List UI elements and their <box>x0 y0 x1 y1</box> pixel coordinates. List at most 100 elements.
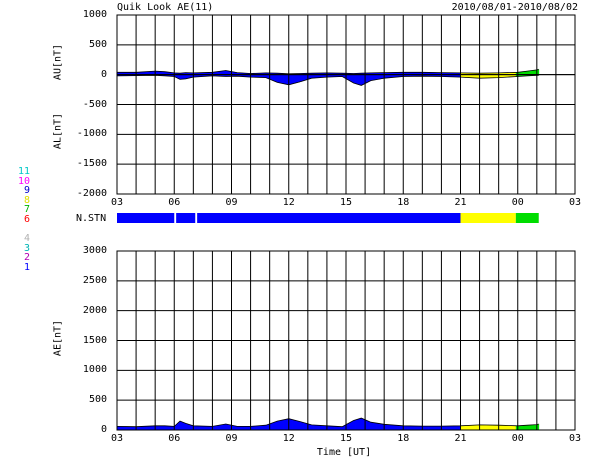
au-area <box>389 72 392 75</box>
al-area <box>293 74 295 84</box>
ae-area <box>470 425 472 430</box>
ae-area <box>357 419 359 430</box>
au-area <box>521 71 523 75</box>
al-area <box>315 74 317 78</box>
ae-area <box>400 425 402 430</box>
ae-area <box>464 425 466 430</box>
ae-area <box>265 425 268 430</box>
ae-area <box>142 426 145 430</box>
au-area <box>361 73 363 75</box>
ae-area <box>324 425 326 430</box>
ae-area <box>433 426 436 430</box>
au-area <box>378 72 380 75</box>
ae-area <box>171 426 173 430</box>
al-area <box>523 74 525 77</box>
au-area <box>370 72 373 75</box>
al-area <box>122 74 125 76</box>
au-area <box>479 73 481 75</box>
ae-area <box>530 425 532 430</box>
ae-area <box>510 425 512 430</box>
al-area <box>449 74 451 77</box>
ae-area <box>160 425 163 430</box>
ae-area <box>407 425 409 430</box>
au-area <box>186 72 188 75</box>
au-area <box>160 71 163 75</box>
al-area <box>276 74 278 83</box>
al-area <box>208 74 210 77</box>
au-area <box>530 70 532 75</box>
al-area <box>348 74 351 81</box>
au-area <box>411 72 414 75</box>
au-area <box>183 72 186 75</box>
al-area <box>512 74 514 77</box>
al-area <box>323 74 325 78</box>
au-area <box>296 73 298 75</box>
al-area <box>127 74 129 76</box>
al-area <box>312 74 314 79</box>
au-area <box>117 72 119 75</box>
ae-area <box>491 425 494 430</box>
ae-area <box>529 425 531 430</box>
al-area <box>327 74 330 77</box>
al-area <box>205 74 208 77</box>
al-area <box>401 74 403 77</box>
ae-area <box>415 426 417 430</box>
ae-area <box>313 425 315 430</box>
au-area <box>392 72 395 75</box>
au-area <box>323 72 325 75</box>
al-area <box>194 74 196 77</box>
ae-area <box>318 425 320 430</box>
au-area <box>396 72 398 75</box>
ae-area <box>206 426 209 430</box>
ae-area <box>366 420 368 430</box>
ae-area <box>189 424 191 430</box>
au-area <box>447 72 449 75</box>
au-area <box>257 73 259 75</box>
al-area <box>337 74 339 77</box>
al-area <box>441 74 443 77</box>
al-area <box>434 74 437 77</box>
al-area <box>188 74 190 79</box>
au-area <box>118 72 121 75</box>
al-area <box>215 74 217 77</box>
au-area <box>295 73 297 75</box>
au-area <box>527 71 529 75</box>
ae-area <box>503 425 505 430</box>
al-area <box>117 74 119 76</box>
au-area <box>310 73 313 75</box>
al-area <box>412 74 415 77</box>
ae-area <box>261 425 263 430</box>
al-area <box>453 74 456 77</box>
al-area <box>329 74 332 77</box>
ae-area <box>406 425 408 430</box>
ae-area <box>506 425 508 430</box>
ae-area <box>294 420 296 430</box>
ae-area <box>250 426 252 430</box>
au-area <box>397 72 399 75</box>
al-area <box>219 74 221 77</box>
al-area <box>221 74 224 77</box>
au-area <box>372 72 375 75</box>
al-area <box>392 74 395 78</box>
au-area <box>206 72 209 75</box>
ae-area <box>465 425 467 430</box>
au-area <box>148 71 150 75</box>
au-area <box>292 73 294 75</box>
ae-area <box>264 425 267 430</box>
al-area <box>466 74 468 78</box>
aual-xtick-label: 03 <box>568 197 582 208</box>
ae-area <box>365 419 367 430</box>
ae-area <box>463 425 465 430</box>
al-area <box>206 74 209 77</box>
ae-area <box>514 425 517 430</box>
au-area <box>317 73 319 75</box>
chart-title: Quik Look AE(11) <box>117 2 214 13</box>
al-area <box>172 74 174 77</box>
al-area <box>520 74 522 77</box>
au-area <box>384 72 386 75</box>
au-area <box>388 72 391 75</box>
au-area <box>259 73 261 75</box>
ae-area <box>119 426 122 430</box>
au-area <box>386 72 388 75</box>
au-area <box>424 72 426 75</box>
